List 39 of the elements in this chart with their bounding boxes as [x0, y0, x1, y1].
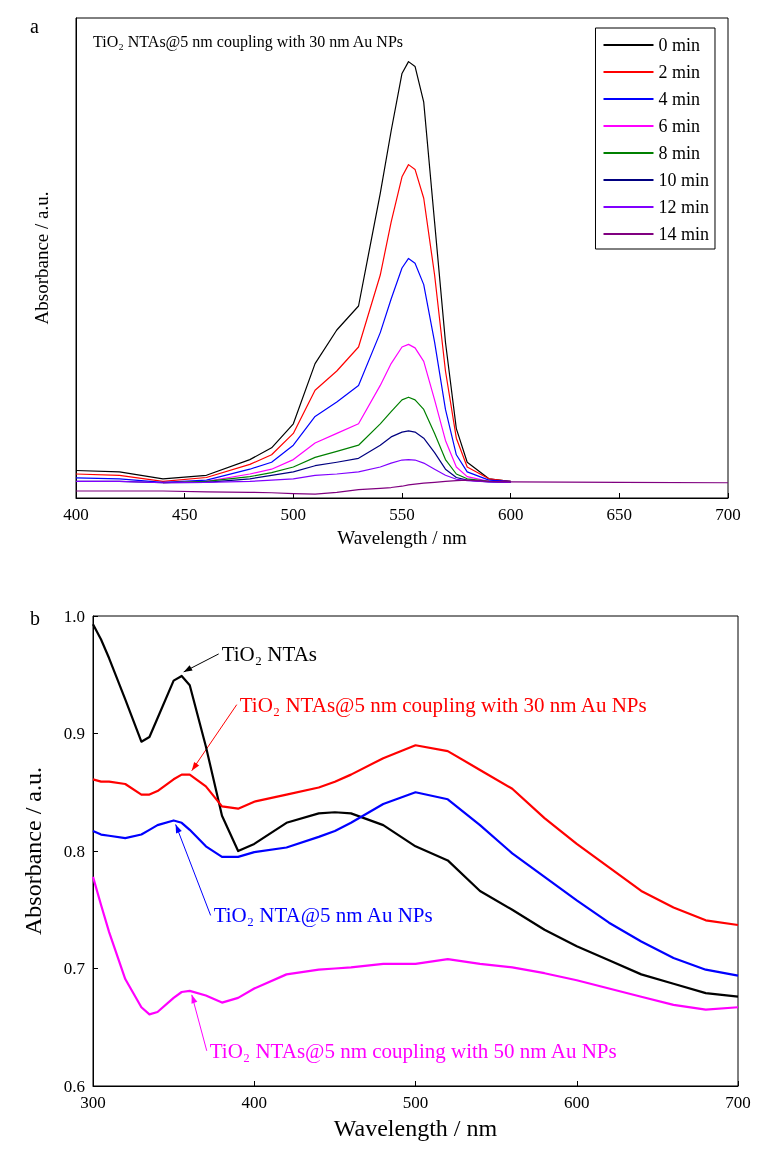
x-tick-label: 300	[80, 1093, 106, 1112]
text: TiO₂ NTAs@5 nm coupling with 30 nm Au NPs	[239, 692, 647, 717]
legend-label: 10 min	[658, 170, 710, 190]
x-tick-label: 400	[63, 505, 89, 524]
line-series	[91, 875, 740, 1016]
y-tick-label: 0.6	[63, 1076, 85, 1096]
x-tick-label: 550	[389, 505, 415, 524]
legend-label: 0 min	[658, 35, 701, 55]
x-tick-label: 400	[241, 1093, 267, 1112]
text: TiO₂ NTA@5 nm Au NPs	[213, 903, 433, 928]
legend-label: 8 min	[658, 143, 701, 163]
y-tick-label: 1.0	[63, 606, 85, 626]
y-tick-label: 0.8	[63, 841, 85, 861]
y-tick-label: 0.7	[63, 959, 86, 978]
y-tick-label: 0.9	[63, 724, 85, 743]
series-label: TiO₂ NTAs@5 nm coupling with 50 nm Au NPs	[209, 1038, 617, 1063]
legend-label: 14 min	[658, 224, 710, 244]
line-series	[91, 744, 740, 927]
x-axis-title: Wavelength / nm	[337, 527, 467, 548]
text: b	[30, 607, 40, 629]
legend-label: 6 min	[658, 116, 701, 136]
x-tick-label: 500	[280, 505, 307, 524]
x-tick-label: 600	[497, 505, 524, 524]
chart-title: TiO₂ NTAs@5 nm coupling with 30 nm Au NPs	[93, 32, 404, 51]
x-axis-title: Wavelength / nm	[333, 1115, 498, 1141]
legend-label: 12 min	[658, 197, 710, 217]
line-series	[91, 791, 740, 977]
x-tick-label: 650	[606, 505, 633, 524]
legend-label: 4 min	[658, 89, 701, 109]
text: a	[30, 15, 39, 37]
y-axis-title: Absorbance / a.u.	[31, 191, 52, 325]
x-tick-label: 600	[564, 1093, 590, 1112]
legend-label: TiO₂ NTAs	[221, 641, 317, 666]
legend-label: 2 min	[658, 62, 701, 82]
y-axis-title: Absorbance / a.u.	[20, 767, 46, 935]
x-tick-label: 500	[402, 1093, 429, 1112]
x-tick-label: 700	[715, 505, 741, 524]
x-tick-label: 700	[725, 1093, 751, 1112]
x-tick-label: 450	[171, 505, 198, 524]
